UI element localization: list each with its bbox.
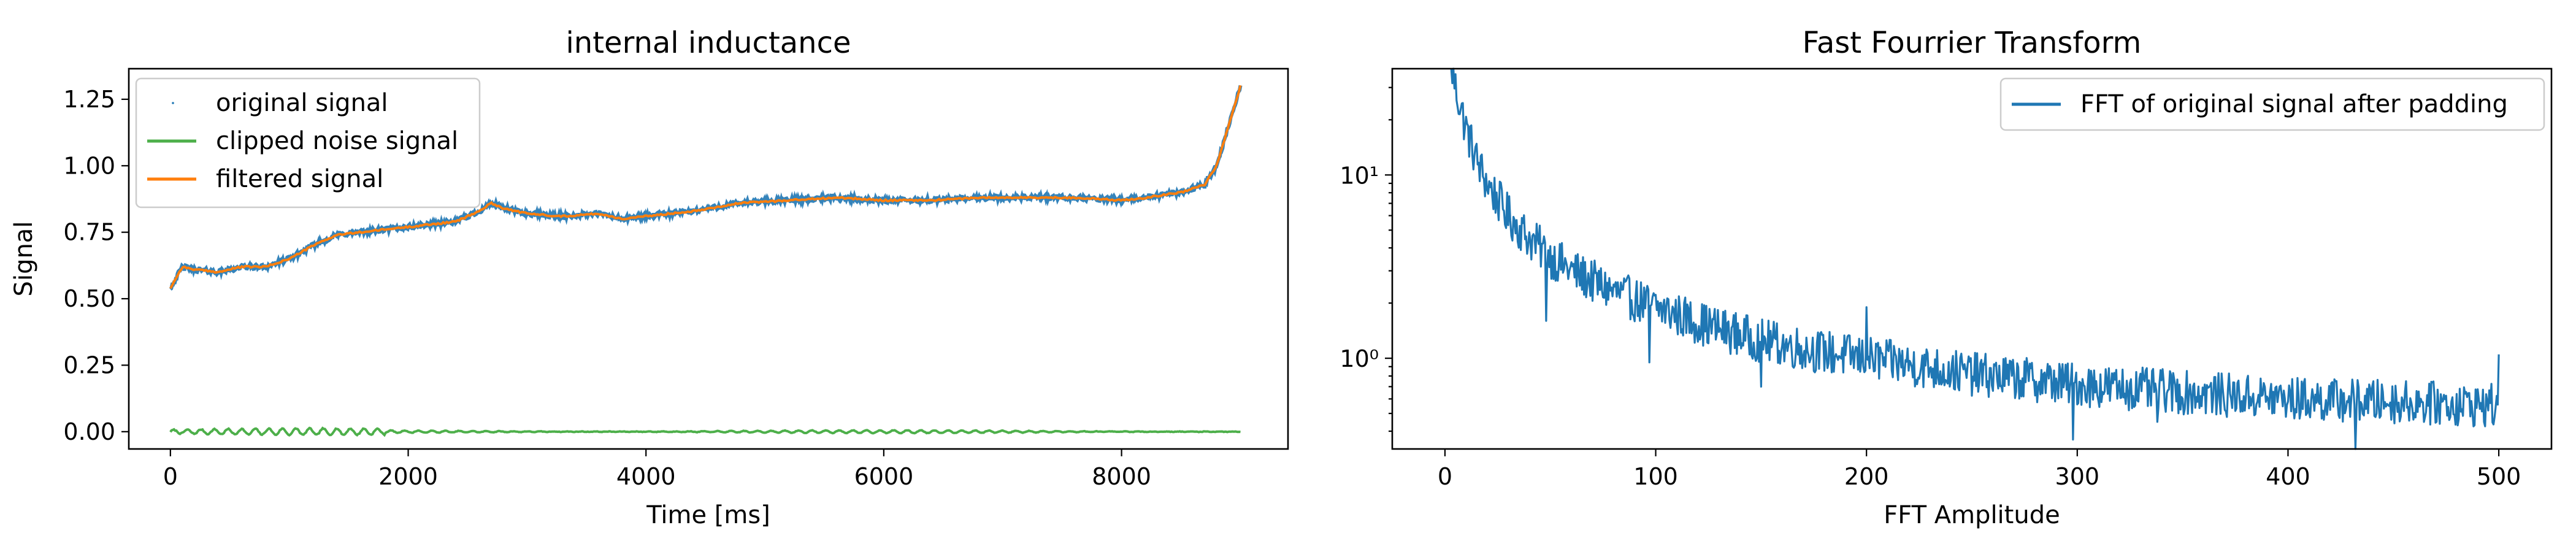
left-chart-title: internal inductance [565, 26, 851, 60]
right-x-tick-label: 300 [2055, 463, 2100, 490]
right-x-tick-label: 500 [2477, 463, 2521, 490]
left-axes-frame [128, 67, 1289, 450]
legend-label-original-signal: original signal [216, 89, 388, 117]
right-x-tick-label: 0 [1438, 463, 1452, 490]
chart-left: 0 2000 4000 6000 8000 0.00 0.25 0.50 0.75 1.00 1.2… [10, 26, 1289, 529]
chart-right: 0 100 200 300 400 500 10⁰ 10¹ Fast Fourrier Tra… [1340, 26, 2553, 529]
left-y-axis-label: Signal [10, 221, 38, 297]
left-legend-box [135, 77, 481, 209]
series-filtered-signal [169, 85, 1242, 289]
right-x-axis-label: FFT Amplitude [1884, 501, 2060, 529]
right-x-tick-label: 200 [1844, 463, 1889, 490]
right-plot-area [1450, 67, 2500, 450]
left-y-tick-label: 1.00 [63, 152, 115, 179]
legend-label-fft: FFT of original signal after padding [2080, 90, 2508, 118]
left-x-tick-label: 2000 [378, 463, 438, 490]
right-x-tick-label: 100 [1633, 463, 1678, 490]
left-axis-ticks: 0 2000 4000 6000 8000 0.00 0.25 0.50 0.75 1.00 1.2… [63, 86, 1151, 490]
right-axes-frame [1391, 67, 2553, 450]
right-chart-title: Fast Fourrier Transform [1803, 26, 2142, 60]
left-y-tick-label: 0.75 [63, 219, 115, 246]
right-x-tick-label: 400 [2266, 463, 2310, 490]
left-x-tick-label: 4000 [616, 463, 676, 490]
left-y-tick-label: 0.00 [63, 418, 115, 445]
left-x-tick-label: 0 [163, 463, 178, 490]
legend-label-clipped-noise-signal: clipped noise signal [216, 127, 458, 155]
right-y-tick-label: 10¹ [1340, 162, 1379, 189]
series-clipped-noise-signal [169, 426, 1241, 437]
right-y-tick-label: 10⁰ [1340, 345, 1379, 372]
right-legend-box [1999, 77, 2545, 131]
left-y-tick-label: 0.25 [63, 351, 115, 378]
left-y-tick-label: 0.50 [63, 285, 115, 312]
right-legend: FFT of original signal after padding [1999, 77, 2545, 131]
right-axis-ticks: 0 100 200 300 400 500 10⁰ 10¹ [1340, 86, 2521, 490]
left-x-tick-label: 8000 [1092, 463, 1151, 490]
series-fft [1450, 67, 2500, 450]
left-legend: original signal clipped noise signal fil… [135, 77, 481, 209]
legend-label-filtered-signal: filtered signal [216, 165, 383, 193]
legend-marker-original-signal [172, 102, 174, 104]
left-x-axis-label: Time [ms] [646, 501, 770, 529]
left-plot-area [169, 85, 1243, 437]
left-x-tick-label: 6000 [854, 463, 914, 490]
left-y-tick-label: 1.25 [63, 86, 115, 113]
